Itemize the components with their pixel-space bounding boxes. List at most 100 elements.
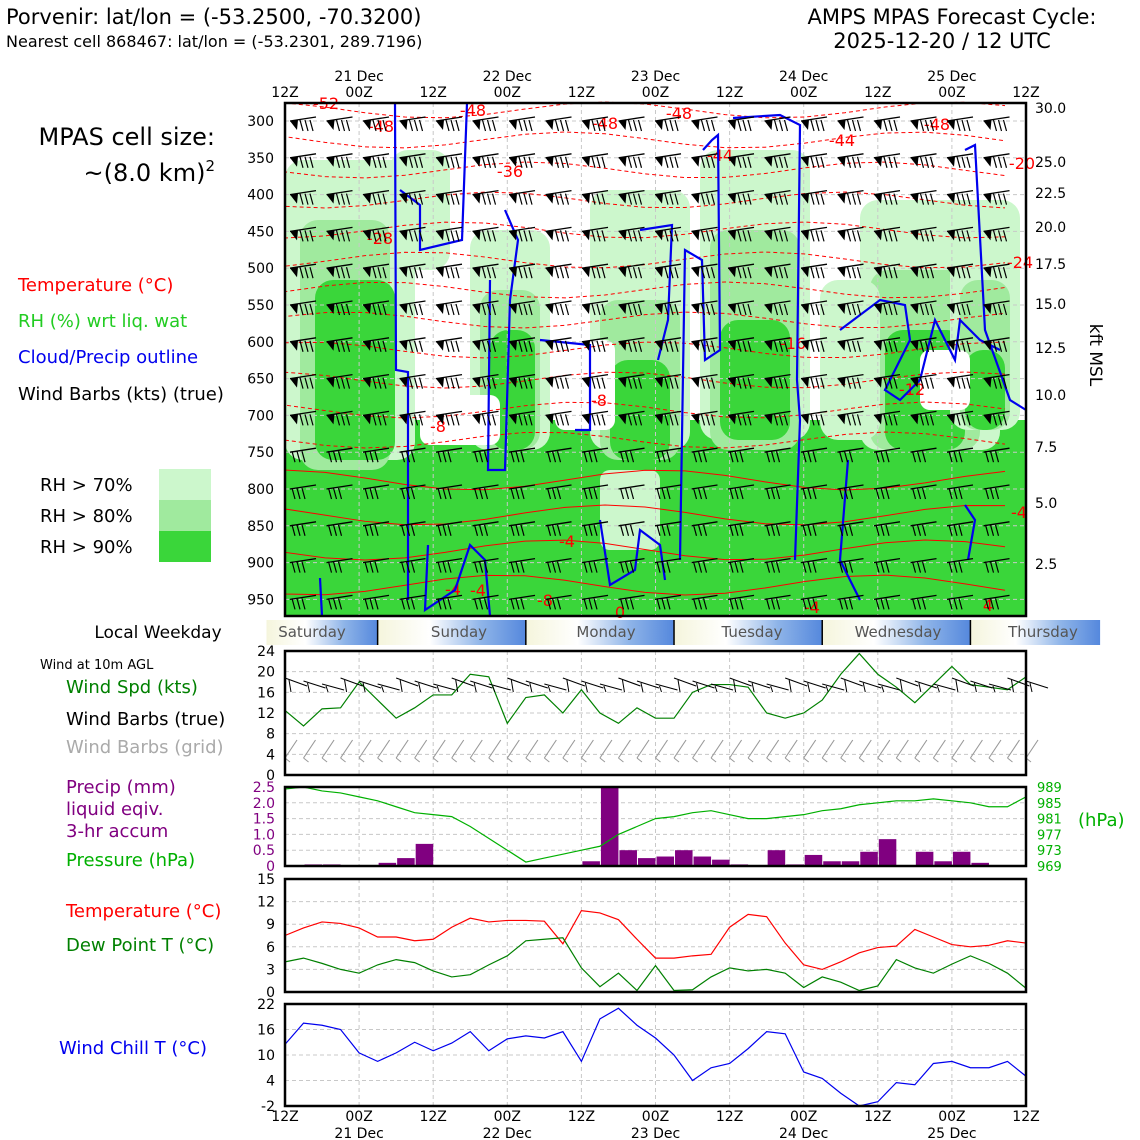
barb-feather — [450, 230, 455, 242]
barb-feather — [846, 119, 852, 132]
barb-pennant — [874, 304, 882, 314]
wind-barb-grid — [1025, 739, 1039, 759]
wind-barb — [910, 300, 937, 316]
barb-shaft — [946, 594, 974, 601]
wind-barb-grid — [1007, 739, 1020, 759]
barb-feather — [802, 561, 807, 573]
barb-feather — [601, 193, 606, 205]
barb-feather — [705, 193, 711, 205]
barb-pennant — [764, 377, 773, 388]
barb-pennant — [947, 230, 955, 241]
barb-feather — [369, 524, 374, 536]
barb-feather — [447, 487, 452, 500]
barb-feather — [410, 487, 416, 500]
wind-barb — [800, 116, 828, 132]
barb-feather — [924, 230, 930, 242]
barb-feather — [340, 377, 346, 389]
barb-shaft — [545, 594, 572, 601]
barb-shaft — [873, 410, 901, 417]
barb-feather — [989, 524, 995, 536]
wind-barb-true — [951, 677, 975, 687]
wind-barb — [837, 263, 864, 279]
wind-barb — [800, 263, 828, 279]
wind-barb — [764, 189, 791, 205]
barb-feather — [601, 230, 606, 242]
wind-barb — [727, 189, 755, 205]
wind-barb — [764, 447, 791, 463]
wind-barb-true — [822, 683, 845, 691]
wind-barb — [618, 300, 645, 316]
barb-feather — [737, 377, 742, 389]
barb-feather — [848, 487, 854, 500]
barb-feather — [984, 524, 990, 536]
barb-feather — [770, 524, 776, 536]
wind-barb — [399, 484, 426, 500]
barb-feather — [299, 193, 304, 205]
barb-shaft — [289, 484, 317, 490]
wind-barb — [946, 226, 974, 242]
bottom-time-tick: 12Z — [1012, 1109, 1039, 1125]
barb-shaft — [581, 226, 609, 233]
barb-pennant — [910, 414, 919, 425]
barb-feather — [856, 156, 862, 168]
y-tick-label: 4 — [266, 747, 275, 763]
wind-barb — [837, 557, 864, 573]
barb-pennant — [582, 304, 590, 314]
barb-feather — [966, 267, 971, 279]
barb-pennant — [618, 120, 627, 130]
barb-feather — [1002, 340, 1008, 352]
barb-feather — [742, 267, 747, 279]
barb-shaft — [983, 300, 1010, 306]
barb-feather — [705, 267, 711, 279]
barb-pennant — [399, 193, 408, 204]
wind-barb-grid — [803, 739, 817, 759]
barb-shaft — [508, 594, 536, 601]
wind-barb — [946, 153, 974, 168]
barb-feather — [601, 340, 606, 352]
barb-feather — [291, 598, 296, 610]
barb-feather — [729, 487, 734, 500]
barb-feather — [291, 524, 296, 536]
barb-feather — [883, 340, 888, 352]
wind-barb — [727, 484, 755, 500]
barb-feather — [556, 524, 562, 536]
barb-feather — [702, 524, 708, 536]
barb-pennant — [326, 120, 335, 130]
barb-feather — [491, 193, 497, 205]
barb-shaft — [946, 373, 974, 380]
wind-barb — [837, 300, 864, 316]
barb-pennant — [910, 156, 919, 167]
wind-barb — [837, 226, 864, 242]
barb-feather — [364, 451, 369, 463]
barb-shaft — [983, 373, 1010, 380]
barb-pennant — [655, 193, 663, 204]
wind-barb — [764, 557, 791, 573]
barb-pennant — [691, 340, 700, 351]
wind-barb — [654, 521, 682, 536]
barb-feather — [596, 267, 601, 279]
pressure-tick-label: 850 — [247, 519, 274, 535]
barb-feather — [481, 377, 487, 389]
barb-feather — [992, 119, 998, 132]
wind-barb — [983, 484, 1010, 500]
barb-feather — [369, 451, 374, 463]
barb-feather — [481, 193, 487, 205]
barb-feather — [523, 303, 528, 316]
barb-feather — [773, 119, 779, 132]
wind-barb — [362, 226, 390, 242]
barb-feather — [627, 193, 633, 205]
wind-barb — [983, 447, 1010, 463]
top-date-label: 23 Dec — [631, 69, 680, 85]
wind-barb — [654, 116, 682, 132]
wind-barb-true — [488, 683, 511, 691]
barb-feather — [961, 119, 966, 132]
barb-feather — [989, 561, 995, 573]
barb-feather — [875, 524, 880, 536]
legend-cloud: Cloud/Precip outline — [18, 347, 198, 368]
barb-shaft — [289, 521, 317, 527]
barb-shaft — [435, 116, 463, 122]
bottom-time-tick: 12Z — [568, 1109, 595, 1125]
barb-feather — [984, 451, 990, 463]
barb-shaft — [873, 189, 901, 196]
barb-pennant — [618, 340, 627, 351]
